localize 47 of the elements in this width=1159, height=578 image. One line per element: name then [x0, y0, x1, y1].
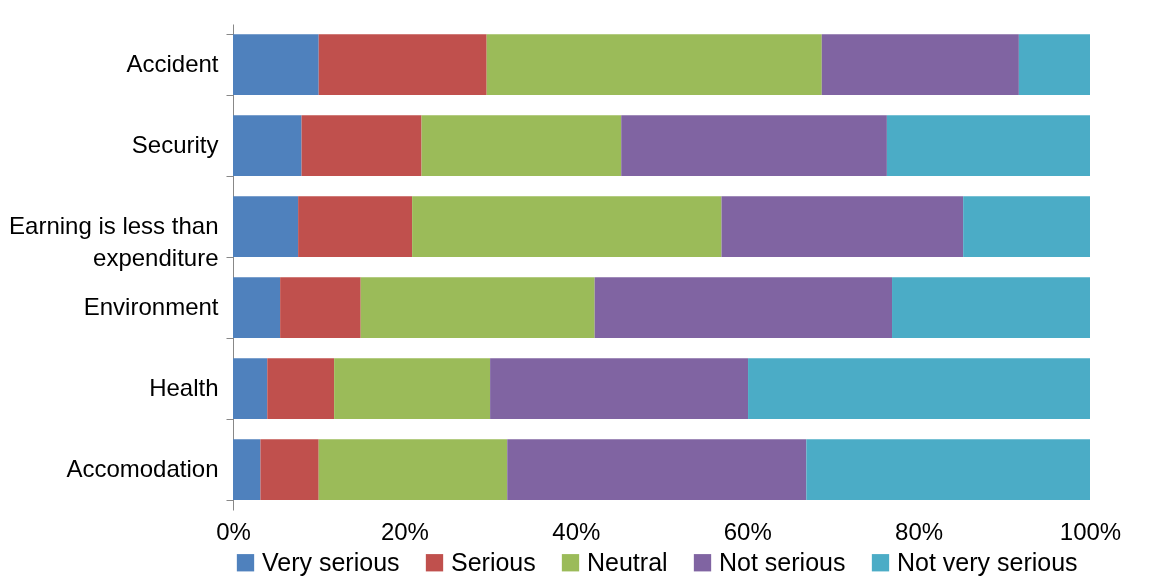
bar — [963, 196, 1090, 257]
bar — [594, 277, 893, 338]
y-tick-label: Security — [131, 131, 219, 158]
bar — [233, 196, 299, 257]
legend-label: Neutral — [587, 547, 668, 576]
x-tick-label: 20% — [380, 517, 429, 545]
bar — [748, 358, 1090, 419]
bar — [490, 358, 749, 419]
bar — [260, 439, 319, 500]
legend-label: Not very serious — [897, 547, 1078, 576]
y-tick-label: Accident — [126, 50, 219, 77]
bar — [298, 196, 413, 257]
bar — [486, 34, 822, 95]
legend-label: Not serious — [719, 547, 846, 576]
x-tick-label: 100% — [1059, 517, 1122, 545]
bar — [233, 358, 268, 419]
bar — [892, 277, 1090, 338]
bar — [233, 115, 302, 176]
bar — [233, 34, 319, 95]
bar — [280, 277, 361, 338]
bar — [412, 196, 722, 257]
x-tick-label: 80% — [895, 517, 944, 545]
y-tick-label: Accomodation — [66, 455, 219, 482]
y-tick-label: Earning is less than expenditure — [9, 212, 219, 271]
bar — [360, 277, 595, 338]
bar — [621, 115, 887, 176]
x-tick-label: 0% — [216, 517, 251, 545]
bar — [334, 358, 491, 419]
bar — [1018, 34, 1090, 95]
y-tick-label: Environment — [83, 293, 219, 320]
bar — [721, 196, 964, 257]
legend-label: Very serious — [262, 547, 400, 576]
bar — [267, 358, 335, 419]
y-tick-label: Health — [149, 374, 219, 401]
bar — [806, 439, 1090, 500]
bar — [507, 439, 807, 500]
bar — [318, 34, 487, 95]
bar — [421, 115, 622, 176]
bar — [233, 439, 261, 500]
x-tick-label: 60% — [723, 517, 772, 545]
bar — [886, 115, 1090, 176]
legend-label: Serious — [451, 547, 536, 576]
bar — [821, 34, 1019, 95]
bar — [318, 439, 508, 500]
bar — [301, 115, 422, 176]
x-tick-label: 40% — [552, 517, 601, 545]
bar — [233, 277, 281, 338]
